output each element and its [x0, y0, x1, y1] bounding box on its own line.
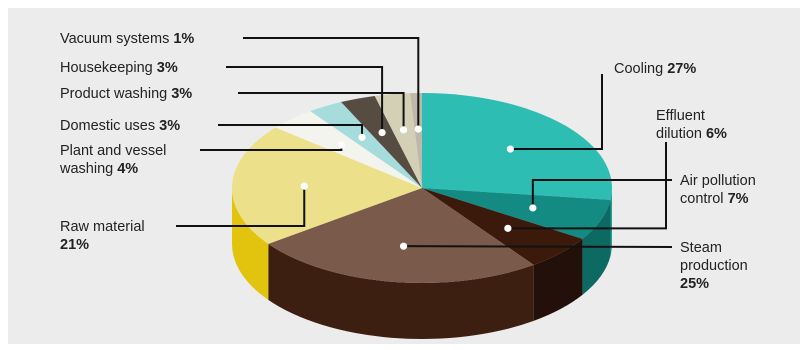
- dot-raw-material: [300, 182, 308, 190]
- label-line: Product washing 3%: [60, 86, 192, 102]
- label-line: washing 4%: [59, 161, 138, 177]
- side-effluent-dilution: [533, 238, 583, 321]
- label-text: Vacuum systems: [60, 31, 173, 47]
- label-line: dilution 6%: [656, 126, 727, 142]
- label-line: 21%: [60, 237, 89, 253]
- label-line: Domestic uses 3%: [60, 118, 180, 134]
- label-line: Housekeeping 3%: [60, 60, 178, 76]
- slice-plant-and-vessel-washing: [275, 111, 422, 188]
- label-product-washing: Product washing 3%: [60, 86, 192, 102]
- label-line: Cooling 27%: [614, 61, 696, 77]
- dot-plant-and-vessel-washing: [337, 141, 345, 149]
- label-line: Effluent: [656, 108, 705, 124]
- dot-steam-production: [399, 242, 408, 250]
- leader-cooling: [510, 74, 603, 151]
- label-percent: 3%: [159, 118, 180, 134]
- label-text: Product washing: [60, 86, 171, 102]
- label-line: Raw material: [60, 219, 145, 235]
- label-line: control 7%: [680, 191, 749, 207]
- leader-air-pollution-control: [531, 179, 672, 208]
- label-percent: 1%: [173, 31, 194, 47]
- label-text: Housekeeping: [60, 60, 157, 76]
- label-percent: 27%: [667, 61, 696, 77]
- dot-vacuum-systems: [414, 125, 422, 133]
- leader-housekeeping: [226, 66, 384, 133]
- side-steam-production: [268, 243, 534, 339]
- label-line: Steam: [680, 240, 722, 256]
- leader-product-washing: [238, 92, 405, 130]
- side-raw-material: [232, 188, 269, 300]
- label-text: Raw material: [60, 219, 145, 235]
- label-plant-and-vessel-washing: Plant and vessel washing 4%: [59, 143, 166, 177]
- label-cooling: Cooling 27%: [614, 61, 696, 77]
- label-raw-material: Raw material 21%: [60, 219, 145, 253]
- pie-side-walls: [232, 188, 612, 339]
- label-percent: 6%: [706, 126, 727, 142]
- label-housekeeping: Housekeeping 3%: [60, 60, 178, 76]
- pie-chart: Vacuum systems 1%Housekeeping 3%Product …: [59, 31, 756, 339]
- label-line: 25%: [680, 276, 709, 292]
- label-line: Vacuum systems 1%: [60, 31, 194, 47]
- dot-product-washing: [399, 126, 408, 134]
- label-text: Effluent: [656, 108, 705, 124]
- dot-housekeeping: [378, 128, 386, 137]
- label-text: washing: [59, 161, 117, 177]
- slice-product-washing: [374, 93, 422, 188]
- slice-cooling: [422, 93, 612, 200]
- chart-panel: Vacuum systems 1% Housekeeping 3% Product …: [8, 8, 800, 344]
- label-text: Domestic uses: [60, 118, 159, 134]
- leader-raw-material: [176, 186, 306, 227]
- slice-labels: Vacuum systems 1%Housekeeping 3%Product …: [59, 31, 756, 292]
- slice-steam-production: [268, 188, 534, 283]
- label-air-pollution-control: Air pollution control 7%: [680, 173, 756, 207]
- leader-steam-production: [403, 245, 673, 248]
- leader-dots: [300, 125, 537, 250]
- label-text: control: [680, 191, 728, 207]
- label-text: Plant and vessel: [60, 143, 166, 159]
- label-percent: 3%: [157, 60, 178, 76]
- label-percent: 21%: [60, 237, 89, 253]
- label-line: Plant and vessel: [60, 143, 166, 159]
- dot-domestic-uses: [358, 133, 366, 141]
- pie-top: [232, 93, 612, 283]
- leader-effluent-dilution: [507, 142, 667, 230]
- slice-air-pollution-control: [422, 188, 611, 239]
- dot-air-pollution-control: [529, 204, 537, 212]
- label-vacuum-systems: Vacuum systems 1%: [60, 31, 194, 47]
- side-cooling: [610, 188, 612, 256]
- label-line: production: [680, 258, 748, 274]
- label-domestic-uses: Domestic uses 3%: [60, 118, 180, 134]
- label-percent: 25%: [680, 276, 709, 292]
- slice-raw-material: [232, 127, 422, 244]
- label-steam-production: Steam production 25%: [680, 240, 748, 292]
- label-text: Steam: [680, 240, 722, 256]
- leader-vacuum-systems: [243, 37, 420, 130]
- dot-cooling: [506, 145, 514, 153]
- leader-domestic-uses: [218, 124, 364, 138]
- label-text: production: [680, 258, 748, 274]
- slice-housekeeping: [341, 95, 422, 188]
- label-line: Air pollution: [680, 173, 756, 189]
- slice-domestic-uses: [310, 102, 422, 188]
- label-percent: 3%: [171, 86, 192, 102]
- label-percent: 7%: [728, 191, 749, 207]
- leader-lines: [176, 37, 673, 248]
- label-text: Cooling: [614, 61, 667, 77]
- label-effluent-dilution: Effluent dilution 6%: [656, 108, 727, 142]
- label-text: Air pollution: [680, 173, 756, 189]
- label-percent: 4%: [117, 161, 138, 177]
- dot-effluent-dilution: [504, 224, 512, 232]
- label-text: dilution: [656, 126, 706, 142]
